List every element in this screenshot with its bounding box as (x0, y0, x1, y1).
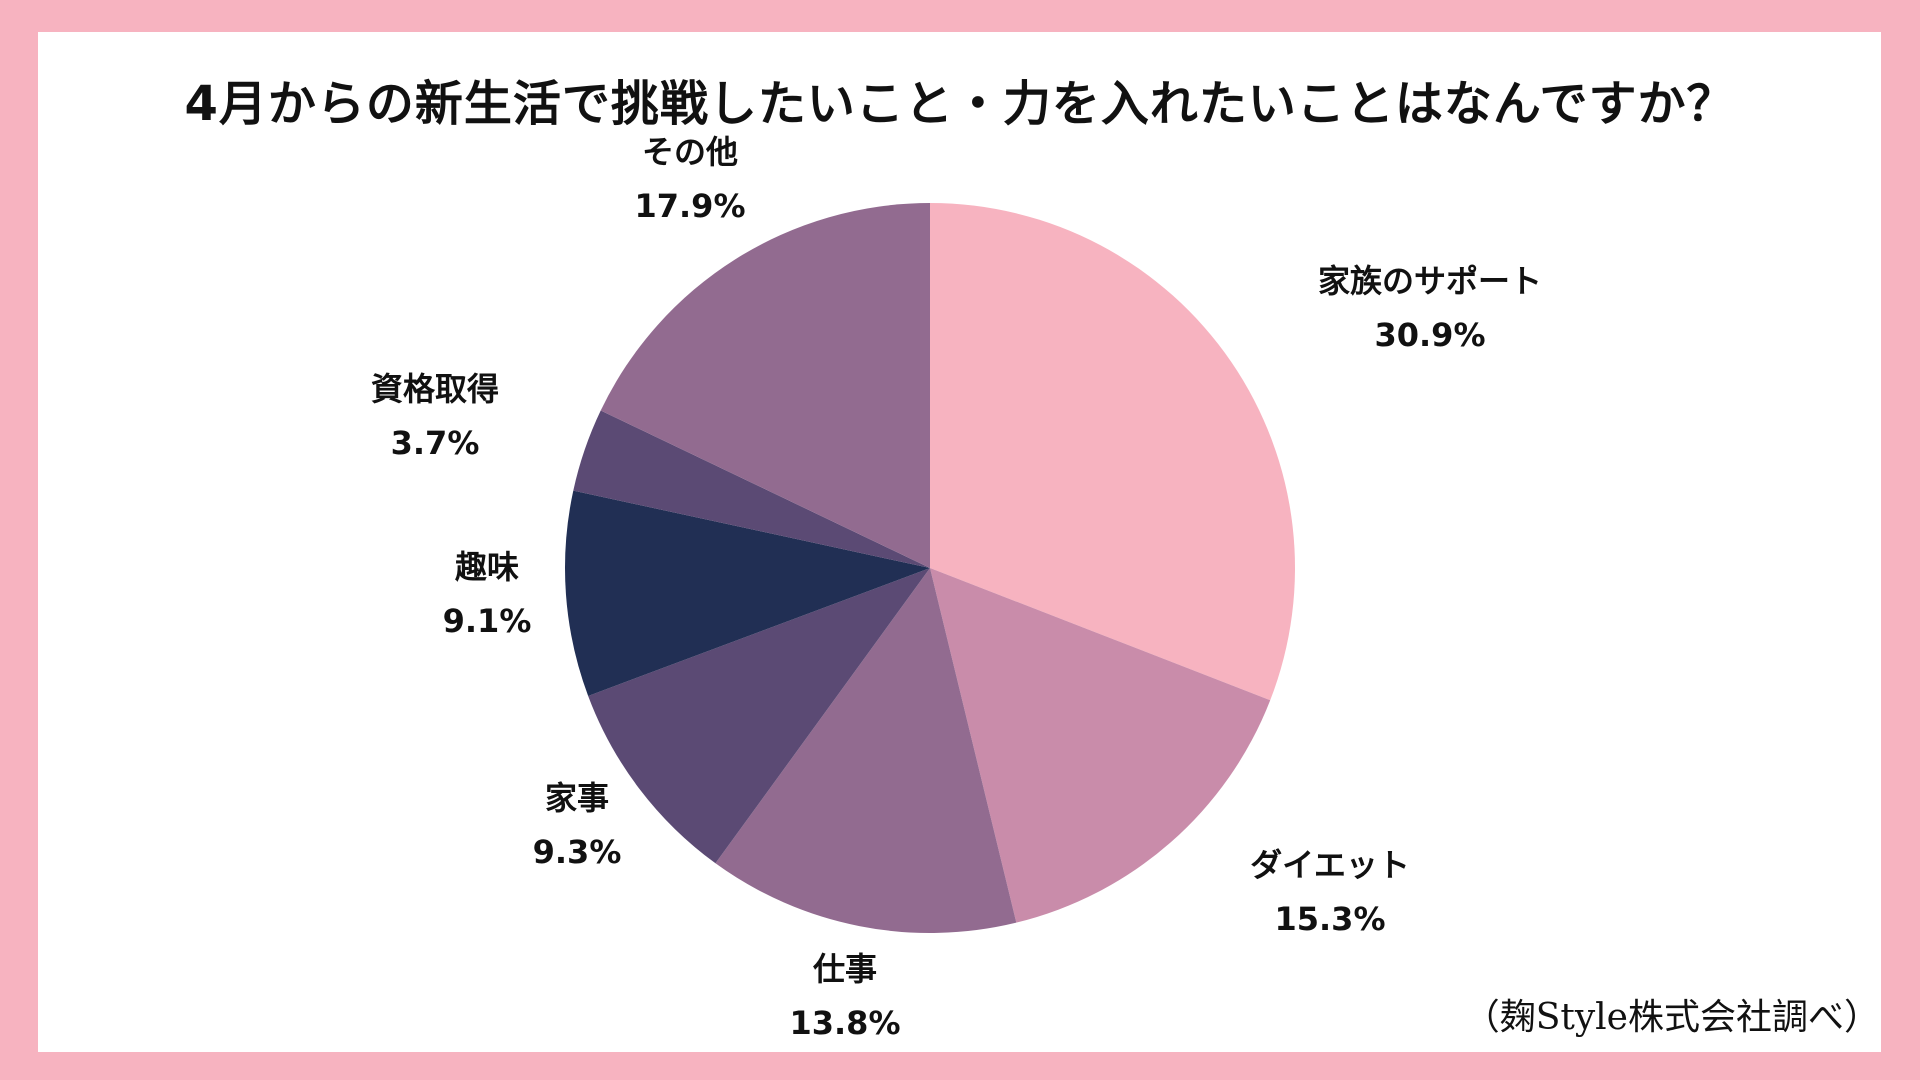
slice-label-group: 趣味 9.1% (443, 548, 532, 640)
pie-slice (564, 490, 930, 696)
slice-category-label: その他 (642, 133, 738, 171)
slice-category-label: 資格取得 (371, 370, 499, 408)
slice-value-label: 13.8% (789, 1004, 900, 1042)
slice-value-label: 30.9% (1374, 316, 1485, 354)
slice-label-group: ダイエット 15.3% (1250, 846, 1410, 938)
pie-slice (930, 203, 1295, 701)
slice-label-group: 家事 9.3% (533, 779, 622, 871)
slice-category-label: 仕事 (813, 950, 877, 988)
slice-value-label: 17.9% (634, 187, 745, 225)
slice-label-group: 仕事 13.8% (789, 950, 900, 1042)
slice-label-group: 資格取得 3.7% (371, 370, 499, 462)
slice-category-label: 趣味 (455, 548, 519, 586)
slice-value-label: 15.3% (1274, 900, 1385, 938)
slice-category-label: 家族のサポート (1318, 262, 1542, 300)
chart-title: 4月からの新生活で挑戦したいこと・力を入れたいことはなんですか？ (184, 76, 1736, 132)
slice-value-label: 9.3% (533, 833, 622, 871)
slice-category-label: ダイエット (1250, 846, 1410, 884)
slice-value-label: 9.1% (443, 602, 532, 640)
pie-slice (588, 568, 930, 864)
slice-label-group: 家族のサポート 30.9% (1318, 262, 1542, 354)
pie-slice (930, 568, 1271, 923)
source-note: （麹Style株式会社調べ） (1463, 997, 1880, 1038)
slice-value-label: 3.7% (391, 424, 480, 462)
slice-label-group: その他 17.9% (634, 133, 745, 225)
pie-slice (715, 568, 1017, 933)
slice-category-label: 家事 (545, 779, 609, 817)
pie-slice (600, 203, 930, 568)
pie-slice (573, 410, 930, 568)
